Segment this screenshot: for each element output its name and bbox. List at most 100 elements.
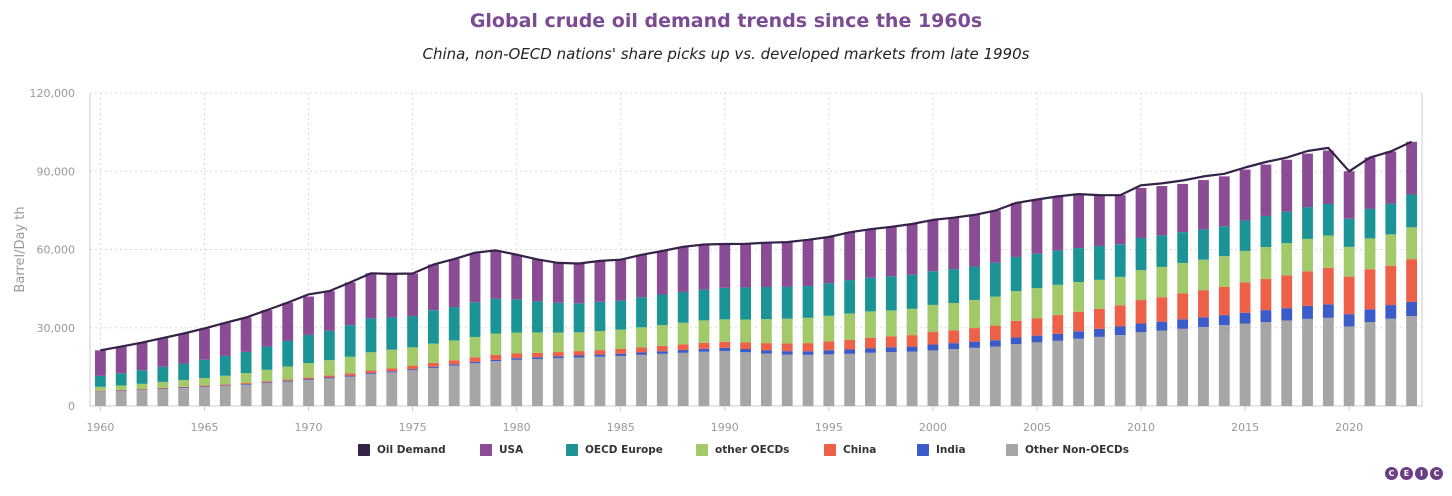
chart-title: Global crude oil demand trends since the… [469, 10, 983, 32]
bar-india [532, 357, 543, 360]
y-tick-label: 60,000 [37, 244, 76, 257]
bar-other-non-oecds [1135, 332, 1147, 406]
bar-other-non-oecds [1010, 344, 1022, 406]
bar-other-oecds [1218, 256, 1230, 287]
bar-oecd-europe [948, 269, 960, 303]
bar-india [698, 348, 710, 352]
logo-mark: C [1430, 467, 1443, 480]
bar-oecd-europe [303, 334, 314, 364]
legend-item-other-non-oecds[interactable]: Other Non-OECDs [1006, 444, 1129, 456]
bar-china [136, 389, 148, 390]
legend-swatch [824, 444, 836, 456]
bar-india [948, 343, 960, 350]
bar-other-non-oecds [927, 350, 939, 406]
bar-other-non-oecds [719, 350, 731, 406]
bar-oecd-europe [989, 262, 1001, 297]
line-oil-demand [100, 140, 1413, 352]
bar-china [740, 342, 752, 350]
bar-usa [386, 273, 398, 318]
bar-other-oecds [344, 356, 356, 374]
bar-oecd-europe [448, 307, 460, 341]
bar-oecd-europe [1239, 220, 1251, 251]
bar-china [1135, 300, 1147, 324]
bar-oecd-europe [323, 330, 335, 361]
legend-item-oecd-europe[interactable]: OECD Europe [566, 444, 663, 456]
legend-item-china[interactable]: China [824, 444, 876, 456]
bar-china [261, 381, 273, 383]
bar-china [303, 377, 314, 380]
legend-label: China [843, 444, 877, 456]
bar-india [1239, 312, 1251, 324]
legend-label: OECD Europe [585, 444, 663, 456]
bar-oecd-europe [677, 291, 689, 323]
chart-subtitle: China, non-OECD nations' share picks up … [422, 45, 1030, 63]
bar-other-oecds [448, 340, 460, 361]
logo-mark: I [1415, 467, 1428, 480]
bar-oecd-europe [1322, 203, 1334, 236]
bar-oecd-europe [386, 317, 398, 350]
legend-item-oil-demand[interactable]: Oil Demand [358, 444, 446, 456]
bar-usa [1135, 187, 1147, 238]
bar-other-non-oecds [1093, 336, 1105, 406]
bar-usa [1281, 159, 1293, 212]
bar-usa [407, 273, 419, 317]
bar-oecd-europe [865, 277, 876, 312]
bar-usa [490, 250, 502, 299]
bar-other-non-oecds [365, 374, 377, 406]
legend-item-other-oecds[interactable]: other OECDs [696, 444, 789, 456]
bar-india [594, 354, 606, 357]
bar-india [1114, 326, 1126, 336]
bar-oecd-europe [1156, 235, 1168, 267]
bar-other-oecds [1114, 276, 1126, 306]
bar-usa [1031, 199, 1043, 254]
bar-other-non-oecds [448, 365, 460, 406]
bar-china [698, 342, 710, 349]
bar-usa [989, 210, 1001, 263]
bar-other-non-oecds [1177, 328, 1189, 406]
bar-oecd-europe [1281, 211, 1293, 244]
bar-usa [885, 226, 897, 277]
bar-oecd-europe [157, 366, 169, 382]
bar-china [906, 335, 918, 347]
bar-oecd-europe [698, 289, 710, 321]
bar-usa [115, 346, 127, 374]
bar-other-oecds [1364, 238, 1376, 270]
bar-usa [344, 282, 356, 326]
bar-other-oecds [656, 325, 668, 346]
bar-usa [532, 259, 543, 302]
bar-china [1073, 311, 1085, 332]
bar-usa [552, 262, 564, 303]
legend-swatch [358, 444, 370, 456]
bar-oecd-europe [823, 283, 835, 316]
bar-other-non-oecds [948, 349, 960, 406]
bar-other-non-oecds [1406, 316, 1418, 406]
bar-oecd-europe [1114, 244, 1126, 277]
bar-india [1031, 335, 1043, 343]
bar-usa [906, 224, 918, 275]
logo-mark: C [1385, 467, 1398, 480]
bar-usa [469, 253, 481, 303]
bar-india [1260, 310, 1272, 323]
legend-swatch [1006, 444, 1018, 456]
bar-usa [927, 219, 939, 272]
bar-other-non-oecds [532, 359, 543, 406]
bar-china [219, 384, 231, 386]
legend-item-usa[interactable]: USA [480, 444, 523, 456]
bar-usa [261, 310, 273, 347]
x-tick-label: 2005 [1023, 421, 1051, 434]
bar-oecd-europe [781, 286, 793, 319]
bar-china [1093, 308, 1105, 329]
bar-india [573, 355, 585, 358]
bar-india [511, 358, 523, 360]
bar-other-non-oecds [323, 378, 335, 406]
bar-other-oecds [698, 320, 710, 343]
bar-india [1052, 333, 1064, 341]
bar-other-non-oecds [219, 385, 231, 406]
bar-other-oecds [365, 352, 377, 371]
bar-china [532, 352, 543, 358]
bar-india [636, 352, 647, 355]
bar-usa [1198, 180, 1209, 230]
bar-other-non-oecds [1052, 340, 1064, 406]
bar-oecd-europe [906, 274, 918, 309]
legend-item-india[interactable]: India [917, 444, 966, 456]
